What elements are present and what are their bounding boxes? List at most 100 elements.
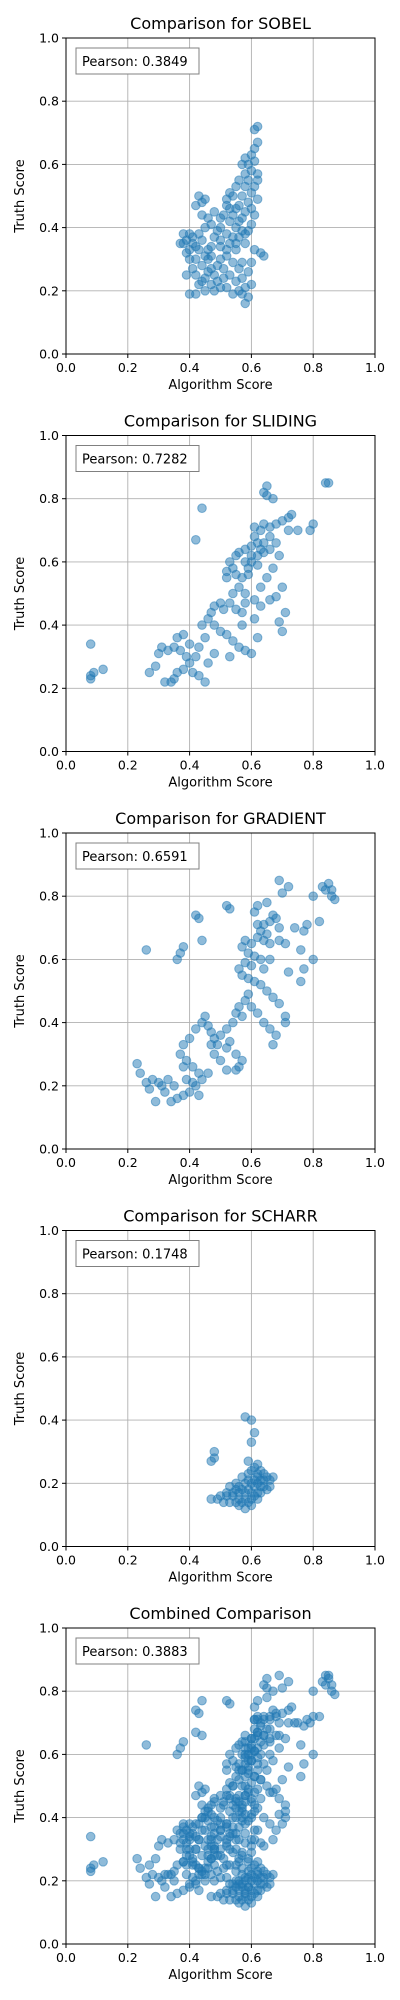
data-point bbox=[259, 1759, 269, 1769]
data-point bbox=[132, 1058, 142, 1069]
data-point bbox=[178, 1062, 189, 1072]
data-point bbox=[221, 629, 232, 640]
data-point bbox=[246, 1891, 257, 1902]
data-point bbox=[206, 1853, 216, 1864]
data-point bbox=[197, 620, 207, 630]
data-point bbox=[237, 273, 247, 284]
data-point bbox=[246, 257, 257, 268]
data-point bbox=[135, 1068, 145, 1078]
data-point bbox=[194, 913, 204, 924]
data-point bbox=[225, 1699, 235, 1709]
x-tick-label: 0.0 bbox=[56, 1553, 76, 1568]
data-point bbox=[141, 1740, 152, 1750]
data-point bbox=[231, 222, 241, 233]
data-point bbox=[200, 222, 210, 233]
chart-panel-4: 0.0 0.2 0.4 0.6 0.8 1.0 0.0 0.2 0.4 0.6 0.8 1.0 Pear… bbox=[13, 1207, 385, 1586]
data-point bbox=[237, 607, 247, 618]
data-point bbox=[299, 1721, 309, 1731]
data-point bbox=[212, 276, 223, 287]
data-point bbox=[299, 964, 309, 974]
data-point bbox=[175, 1844, 186, 1854]
data-point bbox=[255, 601, 266, 611]
data-point bbox=[150, 661, 161, 672]
x-tick-label: 0.2 bbox=[118, 1155, 138, 1170]
data-point bbox=[308, 954, 319, 965]
data-point bbox=[259, 1841, 269, 1851]
data-point bbox=[323, 478, 334, 488]
data-point bbox=[280, 1733, 291, 1744]
x-tick-label: 0.2 bbox=[118, 1950, 138, 1965]
data-point bbox=[252, 1866, 263, 1877]
data-point bbox=[203, 658, 213, 668]
data-point bbox=[181, 270, 192, 280]
x-tick-label: 0.6 bbox=[241, 360, 261, 375]
pearson-box bbox=[75, 842, 200, 870]
data-point bbox=[296, 945, 306, 955]
x-tick-label: 1.0 bbox=[365, 1155, 385, 1170]
x-tick-label: 1.0 bbox=[365, 360, 385, 375]
data-point bbox=[262, 1724, 272, 1734]
data-point bbox=[209, 207, 220, 217]
data-point bbox=[221, 282, 232, 293]
data-point bbox=[225, 904, 235, 914]
data-point bbox=[175, 1049, 186, 1059]
data-point bbox=[200, 1784, 210, 1794]
data-point bbox=[255, 1793, 266, 1804]
data-point bbox=[268, 493, 278, 504]
data-point bbox=[203, 614, 213, 624]
data-point bbox=[178, 1857, 189, 1867]
data-point bbox=[191, 1790, 201, 1801]
data-point bbox=[296, 976, 306, 987]
data-point bbox=[280, 607, 291, 618]
data-point bbox=[194, 1708, 204, 1719]
data-point bbox=[249, 614, 260, 624]
data-point bbox=[206, 1039, 216, 1050]
data-point bbox=[150, 1891, 161, 1902]
data-point bbox=[187, 1872, 198, 1883]
data-point bbox=[246, 165, 257, 176]
data-point bbox=[246, 1002, 257, 1012]
plot-frame bbox=[65, 1627, 376, 1945]
data-point bbox=[197, 1869, 207, 1880]
x-tick-label: 0.4 bbox=[180, 758, 200, 773]
data-point bbox=[252, 1803, 263, 1813]
x-axis-label: Algorithm Score bbox=[168, 1173, 272, 1188]
data-point bbox=[215, 1055, 226, 1066]
y-tick-label: 0.0 bbox=[39, 347, 59, 362]
data-point bbox=[85, 1831, 96, 1842]
data-point bbox=[252, 194, 263, 204]
data-point bbox=[259, 1812, 269, 1823]
y-tick-label: 0.6 bbox=[39, 157, 59, 172]
data-point bbox=[237, 620, 247, 630]
data-point bbox=[243, 989, 254, 1000]
data-point bbox=[234, 582, 244, 593]
x-tick-label: 0.6 bbox=[241, 1155, 261, 1170]
y-tick-label: 0.6 bbox=[39, 1747, 59, 1762]
data-point bbox=[206, 1456, 216, 1466]
data-point bbox=[283, 881, 294, 892]
pearson-box bbox=[75, 1637, 200, 1665]
chart-title: Combined Comparison bbox=[129, 1604, 311, 1623]
data-point bbox=[265, 1733, 275, 1744]
data-point bbox=[234, 1481, 244, 1492]
data-point bbox=[308, 1686, 319, 1696]
data-point bbox=[135, 1863, 145, 1873]
data-point bbox=[283, 1676, 294, 1687]
y-tick-label: 1.0 bbox=[39, 826, 59, 841]
y-tick-label: 1.0 bbox=[39, 1223, 59, 1238]
data-point bbox=[268, 1686, 278, 1696]
data-point bbox=[194, 1885, 204, 1896]
data-point bbox=[268, 1787, 278, 1798]
data-point bbox=[178, 1039, 189, 1050]
data-point bbox=[228, 636, 238, 646]
data-point bbox=[274, 550, 285, 561]
data-point bbox=[231, 550, 241, 561]
x-tick-label: 0.8 bbox=[303, 360, 323, 375]
data-point bbox=[221, 572, 232, 583]
data-point bbox=[259, 251, 269, 261]
data-point bbox=[197, 1812, 207, 1823]
data-point bbox=[240, 229, 250, 239]
data-point bbox=[240, 1828, 250, 1839]
data-point bbox=[268, 1039, 278, 1050]
data-point bbox=[305, 525, 315, 536]
